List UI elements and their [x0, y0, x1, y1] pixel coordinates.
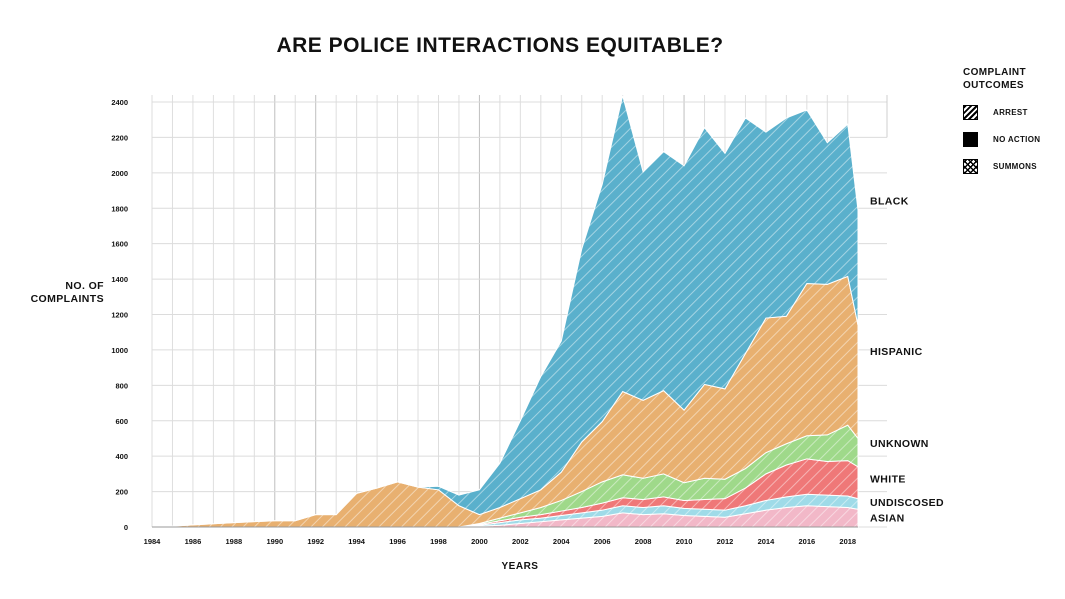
x-tick-label: 2002 [512, 537, 529, 546]
diagonal-hatch-swatch-icon [963, 105, 978, 120]
legend: COMPLAINT OUTCOMES ARREST NO ACTION SUMM… [963, 66, 1063, 174]
x-tick-label: 1996 [389, 537, 406, 546]
chart-title: ARE POLICE INTERACTIONS EQUITABLE? [276, 34, 724, 57]
area-hatch-black [172, 95, 859, 527]
x-tick-label: 2014 [758, 537, 776, 546]
legend-item-summons: SUMMONS [963, 159, 1063, 174]
y-tick-label: 1000 [111, 346, 128, 355]
x-axis-label: YEARS [501, 561, 539, 572]
x-tick-label: 2006 [594, 537, 611, 546]
x-tick-label: 1992 [307, 537, 324, 546]
x-tick-label: 1990 [266, 537, 283, 546]
x-tick-label: 2010 [676, 537, 693, 546]
x-tick-label: 1988 [226, 537, 243, 546]
y-tick-label: 0 [124, 523, 128, 532]
series-label-asian: ASIAN [870, 512, 905, 524]
legend-item-arrest: ARREST [963, 105, 1063, 120]
legend-label-arrest: ARREST [993, 108, 1028, 117]
x-tick-label: 2012 [717, 537, 734, 546]
x-tick-label: 1984 [144, 537, 162, 546]
series-labels: ASIAN UNDISCOSED WHITE UNKNOWN HISPANIC BLACK [870, 195, 944, 524]
y-tick-label: 2400 [111, 98, 128, 107]
series-label-undiscosed: UNDISCOSED [870, 497, 944, 509]
x-tick-label: 1994 [348, 537, 366, 546]
series-label-white: WHITE [870, 473, 906, 485]
y-tick-label: 1600 [111, 240, 128, 249]
x-tick-label: 2016 [798, 537, 815, 546]
series-black [172, 95, 859, 527]
area-hatch-hispanic [172, 276, 859, 527]
legend-label-summons: SUMMONS [993, 162, 1037, 171]
y-tick-label: 1400 [111, 275, 128, 284]
series-label-unknown: UNKNOWN [870, 438, 929, 450]
areas [171, 95, 859, 528]
y-axis-label-line1: NO. OF [65, 280, 104, 292]
y-axis-label: NO. OF COMPLAINTS [20, 280, 104, 306]
legend-item-no-action: NO ACTION [963, 132, 1063, 147]
solid-swatch-icon [963, 132, 978, 147]
y-tick-label: 2200 [111, 133, 128, 142]
x-tick-label: 1998 [430, 537, 447, 546]
y-tick-label: 600 [115, 417, 128, 426]
y-tick-label: 200 [115, 488, 128, 497]
y-tick-label: 2000 [111, 169, 128, 178]
legend-title: COMPLAINT OUTCOMES [963, 67, 1027, 91]
x-tick-label: 2008 [635, 537, 652, 546]
y-tick-label: 800 [115, 381, 128, 390]
axes: 0 200 400 600 800 1000 1200 1400 1600 1800 2000 220… [111, 98, 858, 546]
x-tick-label: 2000 [471, 537, 488, 546]
area-hatch-white [172, 458, 859, 527]
y-tick-label: 1800 [111, 204, 128, 213]
y-tick-label: 1200 [111, 311, 128, 320]
y-axis-label-line2: COMPLAINTS [30, 293, 104, 305]
area-hatch-asian [172, 505, 859, 527]
x-tick-label: 2004 [553, 537, 571, 546]
cross-hatch-swatch-icon [963, 159, 978, 174]
series-label-hispanic: HISPANIC [870, 346, 923, 358]
area-hatch-undiscosed [172, 494, 859, 527]
x-tick-label: 1986 [185, 537, 202, 546]
y-tick-label: 400 [115, 452, 128, 461]
legend-label-no-action: NO ACTION [993, 135, 1041, 144]
series-label-black: BLACK [870, 195, 909, 207]
x-tick-label: 2018 [839, 537, 856, 546]
